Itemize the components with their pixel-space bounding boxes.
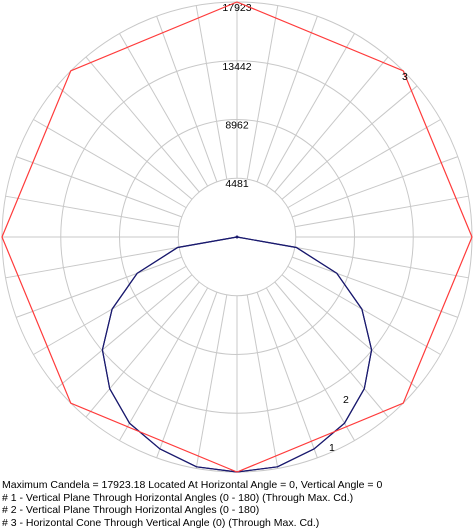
candela-polar-chart: 4481 8962 13442 17923 1 2 3 — [1, 1, 473, 473]
grid-spoke — [85, 56, 200, 193]
legend-series-2: # 2 - Vertical Plane Through Horizontal … — [2, 504, 260, 517]
grid-spoke — [5, 246, 180, 279]
series-labels: 1 2 3 — [329, 71, 408, 454]
grid-spoke — [195, 5, 228, 180]
radial-tick-label: 8962 — [225, 119, 249, 131]
grid-spoke — [292, 256, 458, 318]
series-3-label: 3 — [402, 71, 408, 83]
series-layer — [1, 1, 473, 473]
grid-spoke — [256, 292, 318, 458]
radial-tick-label: 4481 — [225, 178, 249, 190]
grid-spoke — [156, 292, 218, 458]
legend-series-3: # 3 - Horizontal Cone Through Vertical A… — [2, 516, 320, 529]
radial-tick-label: 17923 — [222, 2, 251, 14]
grid-spoke — [246, 5, 279, 180]
grid-spoke — [281, 274, 418, 389]
grid-spoke — [33, 265, 187, 355]
grid-spoke — [195, 294, 228, 469]
radial-tick-label: 13442 — [222, 61, 251, 73]
grid-spoke — [274, 281, 389, 418]
series-1-label: 1 — [329, 442, 335, 454]
grid-spoke — [119, 287, 209, 441]
series-2-label: 2 — [343, 394, 349, 406]
series-3-polygon — [1, 1, 473, 473]
grid-spoke — [292, 156, 458, 218]
grid-spoke — [265, 287, 355, 441]
grid-spoke — [56, 85, 193, 200]
grid-spoke — [294, 195, 469, 228]
grid-spoke — [85, 281, 200, 418]
grid-spoke — [16, 256, 182, 318]
max-candela-text: Maximum Candela = 17923.18 Located At Ho… — [2, 479, 383, 491]
grid-spoke — [256, 16, 318, 182]
legend-series-1: # 1 - Vertical Plane Through Horizontal … — [2, 491, 354, 504]
grid-spoke — [274, 56, 389, 193]
grid-spoke — [16, 156, 182, 218]
series-center-point — [235, 235, 239, 239]
grid-spoke — [5, 195, 180, 228]
grid-spoke — [156, 16, 218, 182]
grid-spoke — [281, 85, 418, 200]
grid-spoke — [287, 265, 441, 355]
grid-spoke — [287, 119, 441, 209]
legend: Maximum Candela = 17923.18 Located At Ho… — [2, 479, 472, 529]
grid-spoke — [119, 33, 209, 187]
grid-spoke — [294, 246, 469, 279]
grid-spoke — [246, 294, 279, 469]
grid-spoke — [33, 119, 187, 209]
grid-spoke — [265, 33, 355, 187]
grid-spoke — [56, 274, 193, 389]
